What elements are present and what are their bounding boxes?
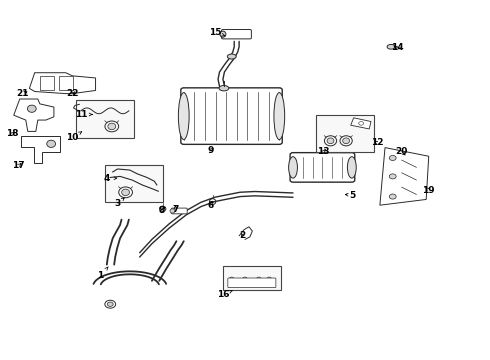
Bar (316, 115, 374, 152)
Text: 17: 17 (12, 161, 25, 170)
FancyBboxPatch shape (290, 153, 355, 182)
Ellipse shape (289, 157, 297, 178)
Text: 12: 12 (371, 139, 384, 148)
Ellipse shape (47, 140, 55, 148)
FancyBboxPatch shape (181, 88, 282, 144)
Ellipse shape (387, 45, 395, 49)
Text: 20: 20 (395, 148, 408, 156)
Ellipse shape (274, 93, 285, 140)
Ellipse shape (178, 93, 189, 140)
FancyBboxPatch shape (221, 30, 251, 39)
Bar (40, 76, 54, 90)
Text: 19: 19 (422, 186, 435, 194)
Ellipse shape (327, 138, 334, 144)
Ellipse shape (108, 123, 116, 130)
Polygon shape (29, 73, 96, 94)
Text: 1: 1 (98, 267, 108, 280)
Ellipse shape (219, 85, 229, 91)
Text: 22: 22 (66, 89, 79, 98)
Ellipse shape (107, 302, 113, 306)
Ellipse shape (170, 209, 175, 213)
Polygon shape (21, 136, 60, 163)
Ellipse shape (343, 138, 349, 144)
Text: 21: 21 (16, 89, 28, 98)
Text: 4: 4 (103, 174, 117, 183)
Text: 6: 6 (208, 201, 214, 210)
Text: 2: 2 (240, 231, 245, 240)
Text: 18: 18 (6, 129, 19, 138)
Text: 15: 15 (209, 28, 225, 37)
Ellipse shape (389, 194, 396, 199)
Text: 11: 11 (74, 110, 93, 119)
Text: 16: 16 (217, 290, 232, 299)
Ellipse shape (389, 156, 396, 161)
Ellipse shape (27, 105, 36, 112)
Bar (59, 76, 73, 90)
Text: 14: 14 (391, 43, 403, 52)
Text: 8: 8 (159, 206, 165, 215)
Ellipse shape (347, 157, 356, 178)
Text: 13: 13 (317, 148, 330, 156)
FancyBboxPatch shape (172, 208, 187, 214)
Text: 5: 5 (345, 191, 356, 199)
Text: 7: 7 (172, 205, 179, 214)
Bar (105, 165, 163, 202)
Text: 10: 10 (66, 132, 82, 142)
Bar (76, 100, 134, 138)
Ellipse shape (105, 300, 116, 308)
Ellipse shape (122, 189, 129, 195)
Polygon shape (380, 148, 429, 205)
Polygon shape (14, 99, 54, 131)
Text: 9: 9 (207, 146, 214, 155)
Ellipse shape (220, 31, 226, 37)
FancyBboxPatch shape (228, 278, 276, 288)
Text: 3: 3 (115, 198, 124, 208)
Bar (223, 266, 281, 290)
Ellipse shape (227, 54, 236, 59)
Polygon shape (351, 118, 371, 129)
Ellipse shape (389, 174, 396, 179)
